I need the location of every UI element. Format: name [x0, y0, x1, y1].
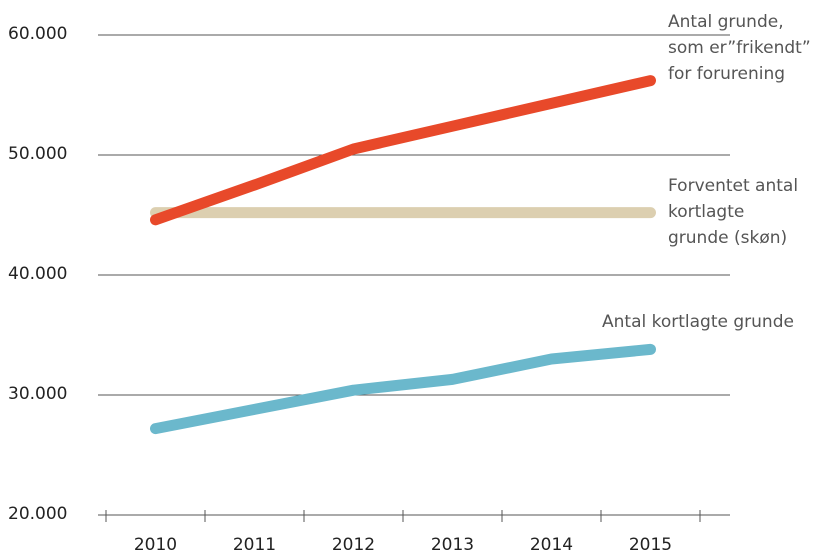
series-line — [150, 343, 656, 435]
x-tick-label: 2012 — [332, 535, 375, 555]
x-tick-label: 2014 — [530, 535, 573, 555]
x-tick-label: 2010 — [134, 535, 177, 555]
series-label: Antal kortlagte grunde — [602, 312, 794, 332]
x-tick-label: 2013 — [431, 535, 474, 555]
y-tick-label: 40.000 — [8, 264, 67, 284]
series-line — [150, 75, 656, 226]
y-tick-label: 60.000 — [8, 24, 67, 44]
series-label: Antal grunde, som er”frikendt” for forur… — [668, 12, 811, 84]
series-label: Forventet antal kortlagte grunde (skøn) — [668, 176, 799, 248]
x-tick-label: 2015 — [629, 535, 672, 555]
y-tick-label: 20.000 — [8, 504, 67, 524]
x-tick-label: 2011 — [233, 535, 276, 555]
y-tick-label: 30.000 — [8, 384, 67, 404]
y-tick-label: 50.000 — [8, 144, 67, 164]
